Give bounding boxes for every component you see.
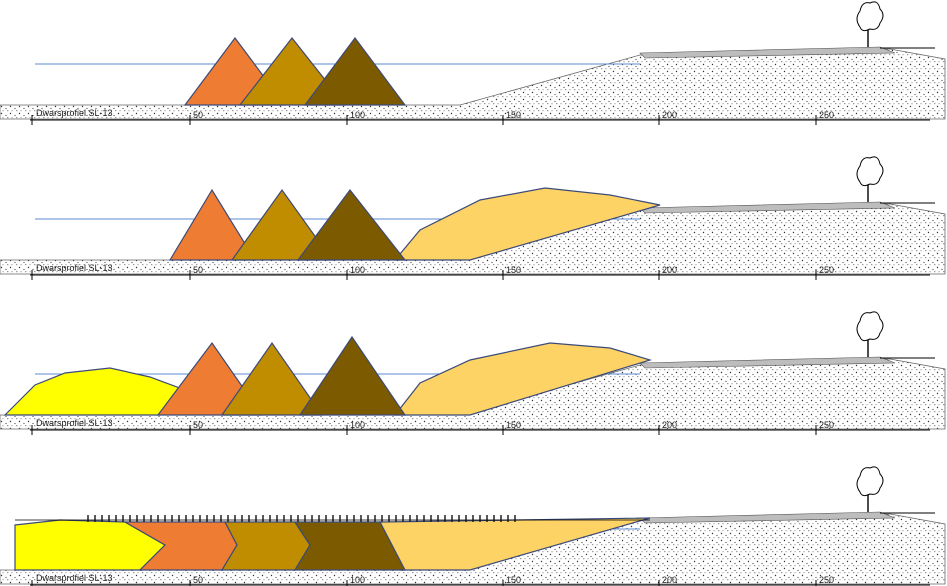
tree-crown [856, 466, 884, 497]
axis-label: 50 [193, 420, 203, 430]
axis-label: 150 [506, 110, 521, 120]
axis-label: 100 [350, 575, 365, 585]
ground [0, 48, 946, 120]
tree-crown [856, 1, 884, 32]
road [639, 356, 896, 369]
axis-label: 50 [193, 110, 203, 120]
sand-body [298, 335, 407, 416]
sand-body [293, 521, 406, 571]
tree-crown [856, 156, 884, 187]
axis-label: 200 [662, 575, 677, 585]
tree [856, 156, 884, 202]
cross-section-panel: 50 100 150 200 250 Dwarsprofiel SL-13 [0, 1, 946, 125]
profile-label: Dwarsprofiel SL-13 [36, 573, 113, 583]
sand-body [3, 367, 187, 416]
road [639, 201, 896, 214]
axis-label: 250 [819, 265, 834, 275]
profile-label: Dwarsprofiel SL-13 [36, 108, 113, 118]
sand-body [168, 188, 257, 261]
axis-label: 50 [193, 265, 203, 275]
tree [856, 311, 884, 357]
sand-body [393, 187, 661, 261]
axis-label: 200 [662, 420, 677, 430]
profile-label: Dwarsprofiel SL-13 [36, 263, 113, 273]
axis-label: 250 [819, 575, 834, 585]
sand-body [303, 36, 407, 106]
sand-body [393, 342, 653, 416]
axis-label: 200 [662, 110, 677, 120]
cross-section-panel: 50 100 150 200 250 Dwarsprofiel SL-13 [0, 466, 946, 586]
axis-label: 150 [506, 575, 521, 585]
axis-label: 200 [662, 265, 677, 275]
sand-body [220, 341, 324, 416]
tree [856, 466, 884, 512]
axis-label: 100 [350, 110, 365, 120]
axis-label: 250 [819, 420, 834, 430]
axis-label: 50 [193, 575, 203, 585]
road [639, 511, 896, 524]
tree-crown [856, 311, 884, 342]
tree [856, 1, 884, 47]
road [639, 46, 896, 59]
cross-section-panel: 50 100 150 200 250 Dwarsprofiel SL-13 [0, 311, 946, 435]
axis-label: 100 [350, 265, 365, 275]
cross-section-panel: 50 100 150 200 250 Dwarsprofiel SL-13 [0, 156, 946, 280]
axis-label: 150 [506, 265, 521, 275]
sand-body [230, 188, 334, 261]
sand-body [296, 189, 407, 261]
axis-label: 100 [350, 420, 365, 430]
profile-label: Dwarsprofiel SL-13 [36, 418, 113, 428]
axis-label: 150 [506, 420, 521, 430]
axis-label: 250 [819, 110, 834, 120]
